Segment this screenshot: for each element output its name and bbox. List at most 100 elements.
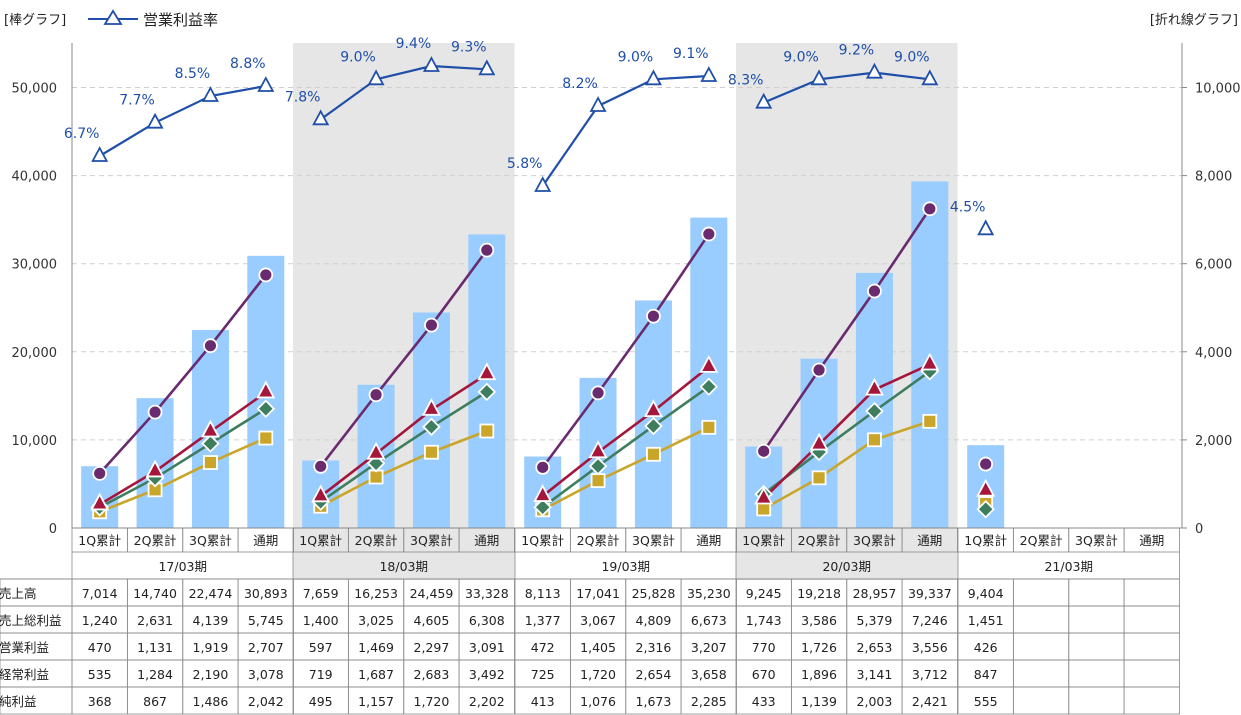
op-margin-marker [865,62,883,79]
row-header: 営業利益 [0,640,49,655]
data-value: 1,131 [137,640,173,655]
circle-marker [92,465,108,481]
data-value: 413 [531,694,555,709]
left-tick-label: 30,000 [12,258,58,273]
profit-series-line [99,436,267,513]
square-marker [646,446,661,462]
data-value: 6,673 [691,613,727,628]
triangle-marker [366,441,386,460]
data-value: 35,230 [687,586,731,601]
period-label: 20/03期 [822,559,871,574]
op-margin-marker [755,92,773,109]
circle-marker [424,317,439,333]
op-margin-marker [257,76,275,92]
op-margin-marker [589,96,607,112]
data-value: 7,014 [82,586,118,601]
op-margin-marker [921,69,939,86]
circle-marker [646,308,661,324]
triangle-marker [976,478,996,497]
quarter-label: 1Q累計 [78,533,121,548]
circle-marker [535,459,551,475]
data-value: 2,190 [193,667,229,682]
data-value: 1,139 [801,694,837,709]
profit-series-line [319,373,488,498]
operating-margin-line: 6.7% 7.7% 8.5% 8.8% 7.8% 9.0% 9.4% 9.3% 5.8% 8.2%… [64,36,995,236]
quarter-label: 3Q累計 [632,533,675,548]
period-label: 19/03期 [601,559,650,574]
data-value: 3,556 [912,640,948,655]
quarter-cell [458,527,515,553]
data-value: 1,240 [82,613,118,628]
data-value: 14,740 [133,586,177,601]
left-tick-label: 40,000 [12,170,58,185]
circle-marker [368,387,384,403]
triangle-marker [533,484,553,502]
quarter-label: 2Q累計 [355,533,398,548]
data-value: 3,067 [580,613,616,628]
data-value: 555 [974,694,998,709]
square-marker [811,470,827,486]
profit-series-line [541,233,710,469]
circle-marker [922,201,938,217]
profit-series-line [763,420,931,511]
quarter-label: 2Q累計 [134,533,177,548]
data-value: 3,658 [691,667,727,682]
triangle-marker [754,486,774,505]
op-margin-label: 9.4% [396,36,432,52]
op-margin-label: 9.0% [894,49,930,65]
data-value: 1,673 [636,694,672,709]
quarter-label: 3Q累計 [853,533,896,548]
op-margin-line [320,64,487,121]
data-cell [237,686,294,715]
right-tick-label: 6,000 [1195,258,1232,273]
profit-series-line [762,363,931,500]
quarter-label: 通期 [696,533,721,548]
data-value: 2,297 [414,640,450,655]
circle-marker [701,226,717,242]
square-marker [203,455,218,470]
data-value: 1,405 [580,640,616,655]
quarter-label: 3Q累計 [189,533,232,548]
data-value: 368 [88,694,112,709]
triangle-icon [103,9,123,25]
data-value: 3,091 [469,640,505,655]
quarter-label: 2Q累計 [798,533,841,548]
data-value: 1,919 [193,640,229,655]
op-margin-label: 9.1% [673,46,709,62]
sales-bar [690,217,728,528]
profit-series-line [541,365,710,498]
data-value: 33,328 [465,586,509,601]
data-value: 39,337 [908,586,952,601]
right-axis-caption: [折れ線グラフ] [1150,12,1238,28]
op-margin-marker [312,109,330,126]
data-value: 1,726 [801,640,837,655]
data-value: 28,957 [853,586,897,601]
row-header: 売上総利益 [0,613,62,628]
op-margin-line [763,71,930,104]
sales-bars [81,181,1005,529]
data-value: 472 [531,640,555,655]
quarter-cell [1123,527,1180,553]
op-margin-marker [644,69,662,86]
op-margin-label: 8.8% [230,56,266,72]
op-margin-line [541,74,709,187]
data-value: 1,076 [580,694,616,709]
period-label: 18/03期 [379,559,428,574]
data-value: 3,141 [857,667,893,682]
data-value: 17,041 [576,586,620,601]
triangle-marker [200,419,220,438]
op-margin-marker [977,219,995,236]
op-margin-label: 8.3% [728,73,764,89]
data-value: 495 [309,694,333,709]
triangle-marker [256,380,276,399]
op-margin-marker [700,66,718,82]
diamond-marker [644,416,663,436]
op-margin-label: 6.7% [64,126,100,142]
data-value: 670 [752,667,776,682]
data-value: 2,042 [248,694,284,709]
quarter-cell [237,527,294,553]
data-value: 1,377 [525,613,561,628]
triangle-marker [421,397,441,416]
op-margin-label: 5.8% [507,156,543,172]
triangle-marker [145,459,165,478]
